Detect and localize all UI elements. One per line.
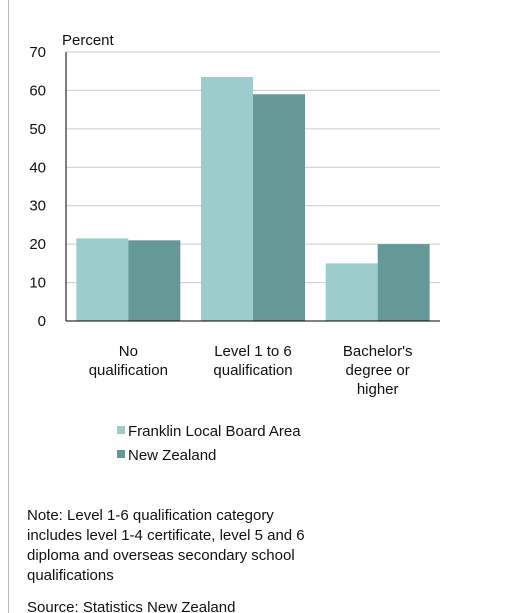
source: Source: Statistics New Zealand: [27, 599, 235, 613]
bar: [253, 94, 305, 322]
y-tick-label: 60: [29, 82, 46, 99]
x-tick-label: No: [119, 343, 138, 360]
note: Note: Level 1-6 qualification category: [27, 507, 274, 524]
note: qualifications: [27, 567, 114, 584]
y-tick-label: 10: [29, 275, 46, 292]
legend-label: Franklin Local Board Area: [128, 423, 301, 440]
x-tick-label: degree or: [346, 362, 410, 379]
y-tick-label: 30: [29, 198, 46, 215]
bar: [201, 76, 253, 321]
y-tick-label: 20: [29, 236, 46, 253]
legend-swatch: [117, 426, 125, 434]
bar: [128, 240, 181, 321]
note: diploma and overseas secondary school: [27, 547, 295, 564]
bar: [377, 244, 430, 321]
x-tick-label: qualification: [213, 362, 292, 379]
x-tick-label: qualification: [89, 362, 168, 379]
legend-label: New Zealand: [128, 447, 216, 464]
x-tick-label: Level 1 to 6: [214, 343, 292, 360]
y-tick-label: 0: [38, 313, 46, 330]
y-tick-label: 40: [29, 159, 46, 176]
bar: [76, 238, 129, 321]
y-tick-label: 50: [29, 121, 46, 138]
note: includes level 1-4 certificate, level 5 …: [27, 527, 305, 544]
legend-swatch: [117, 450, 125, 458]
y-axis-label: Percent: [62, 32, 115, 49]
x-tick-label: Bachelor's: [343, 343, 413, 360]
bar: [325, 263, 378, 321]
y-tick-label: 70: [29, 44, 46, 61]
x-tick-label: higher: [357, 381, 399, 398]
